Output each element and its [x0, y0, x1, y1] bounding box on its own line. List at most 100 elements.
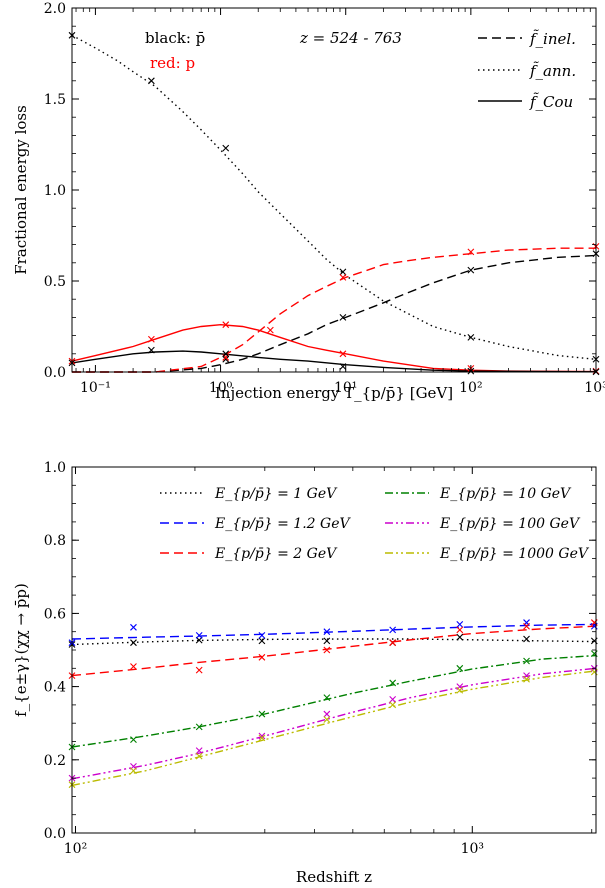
data-marker: [130, 767, 137, 775]
series-line-f-inel-p: [72, 254, 597, 373]
data-marker: [147, 335, 155, 343]
data-marker: [130, 736, 137, 744]
series-line-e-p-p-100-gev: [71, 667, 597, 780]
series-line-f-cou-p: [71, 323, 597, 373]
energy-loss-panel: 10⁻¹ 10⁰ 10¹ 10² 10³ 0.0 0.5 1.0 1.5 2.0 black: p…: [12, 1, 605, 402]
x-tick-label: 10²: [64, 841, 87, 857]
black-label: black: p̄: [145, 29, 205, 47]
data-marker: [456, 620, 464, 628]
data-marker: [323, 637, 331, 645]
data-marker: [195, 752, 203, 760]
data-marker: [130, 663, 137, 670]
data-marker: [323, 628, 331, 636]
series-line-e-p-p-1000-gev: [71, 670, 597, 787]
data-marker: [339, 363, 347, 370]
data-marker: [456, 664, 464, 672]
data-marker: [523, 657, 530, 665]
data-marker: [523, 675, 530, 683]
data-marker: [389, 639, 397, 647]
x-tick-label: 10⁰: [209, 380, 233, 396]
series-line-e-p-p-1-2-gev: [71, 623, 597, 640]
data-marker: [195, 723, 203, 731]
series-line-e-p-p-10-gev: [71, 654, 597, 748]
data-marker: [222, 355, 230, 363]
data-marker: [323, 646, 331, 654]
legend-label-e-p-p-1000-gev: E_{p/p̄} = 1000 GeV: [439, 546, 590, 562]
data-marker: [147, 77, 155, 85]
x-tick-label: 10¹: [334, 380, 357, 396]
data-marker: [523, 622, 530, 630]
data-marker: [323, 694, 331, 701]
y-tick-label: 1.5: [44, 92, 66, 108]
series-line-e-p-p-2-gev: [71, 625, 597, 677]
data-marker: [467, 248, 475, 256]
series-line-f-ann-p: [71, 34, 597, 360]
data-marker: [130, 623, 137, 631]
y-axis-label-top: Fractional energy loss: [12, 105, 30, 275]
data-marker: [258, 631, 266, 639]
data-marker: [339, 273, 347, 281]
x-tick-label: 10³: [584, 380, 605, 396]
data-marker: [467, 266, 475, 274]
data-marker: [222, 321, 230, 329]
data-marker: [258, 734, 266, 742]
data-marker: [130, 639, 137, 647]
series-line-e-p-p-1-gev: [71, 638, 597, 646]
series-line-f-inel-p: [72, 247, 596, 373]
legend-label-e-p-p-100-gev: E_{p/p̄} = 100 GeV: [439, 516, 581, 532]
y-axis-label-bottom: f_{e±γ}(χχ → p̄p): [12, 583, 30, 717]
x-axis-label-top: Injection energy T_{p/p̄} [GeV]: [215, 384, 453, 402]
data-marker: [258, 637, 266, 645]
legend-label-e-p-p-2-gev: E_{p/p̄} = 2 GeV: [214, 546, 338, 562]
legend-top: f̃_inel. f̃_ann. f̃_Cou: [478, 30, 576, 111]
y-tick-label: 2.0: [44, 1, 66, 17]
data-marker: [195, 666, 203, 674]
legend-bottom: E_{p/p̄} = 1 GeV E_{p/p̄} = 10 GeV E_{p/p̄…: [160, 486, 590, 562]
energy-loss-curves: [71, 34, 597, 373]
x-axis-label-bottom: Redshift z: [296, 868, 372, 886]
redshift-markers: [68, 619, 598, 789]
legend-label-cou: f̃_Cou: [529, 93, 573, 111]
y-tick-label: 0.0: [44, 826, 66, 842]
data-marker: [258, 710, 266, 718]
data-marker: [323, 710, 331, 718]
data-marker: [339, 314, 347, 321]
redshift-panel: 10² 10³ 0.0 0.2 0.4 0.6 0.8 1.0 E_{p/p̄} = 1 Ge…: [12, 460, 598, 886]
data-marker: [222, 350, 230, 358]
series-line-f-cou-p: [71, 350, 597, 373]
data-marker: [389, 701, 397, 709]
redshift-curves: [71, 623, 597, 787]
y-tick-label: 0.2: [44, 753, 66, 769]
y-tick-label: 0.5: [44, 274, 66, 290]
data-marker: [339, 350, 347, 358]
data-marker: [456, 626, 464, 634]
data-marker: [266, 326, 274, 334]
data-marker: [456, 686, 464, 694]
legend-label-e-p-p-1-2-gev: E_{p/p̄} = 1.2 GeV: [214, 516, 351, 532]
data-marker: [523, 635, 530, 643]
data-marker: [456, 633, 464, 641]
red-label: red: p: [150, 54, 195, 72]
data-marker: [222, 144, 230, 152]
legend-label-e-p-p-10-gev: E_{p/p̄} = 10 GeV: [439, 486, 572, 502]
data-marker: [467, 334, 475, 341]
legend-label-inel: f̃_inel.: [529, 30, 576, 48]
energy-loss-markers: [68, 31, 600, 376]
y-tick-label: 1.0: [44, 460, 66, 476]
data-marker: [389, 679, 397, 687]
y-tick-label: 0.0: [44, 365, 66, 381]
data-marker: [339, 268, 347, 276]
x-tick-label: 10⁻¹: [80, 380, 111, 396]
energy-loss-ticks: 10⁻¹ 10⁰ 10¹ 10² 10³ 0.0 0.5 1.0 1.5 2.0: [44, 1, 605, 396]
y-tick-label: 1.0: [44, 183, 66, 199]
data-marker: [258, 653, 266, 661]
legend-label-ann: f̃_ann.: [529, 62, 576, 80]
redshift-ticks: 10² 10³ 0.0 0.2 0.4 0.6 0.8 1.0: [44, 460, 596, 857]
y-tick-label: 0.8: [44, 533, 66, 549]
data-marker: [323, 716, 331, 723]
data-marker: [389, 626, 397, 634]
data-marker: [389, 696, 397, 703]
legend-label-e-p-p-1-gev: E_{p/p̄} = 1 GeV: [214, 486, 338, 502]
data-marker: [195, 631, 203, 639]
